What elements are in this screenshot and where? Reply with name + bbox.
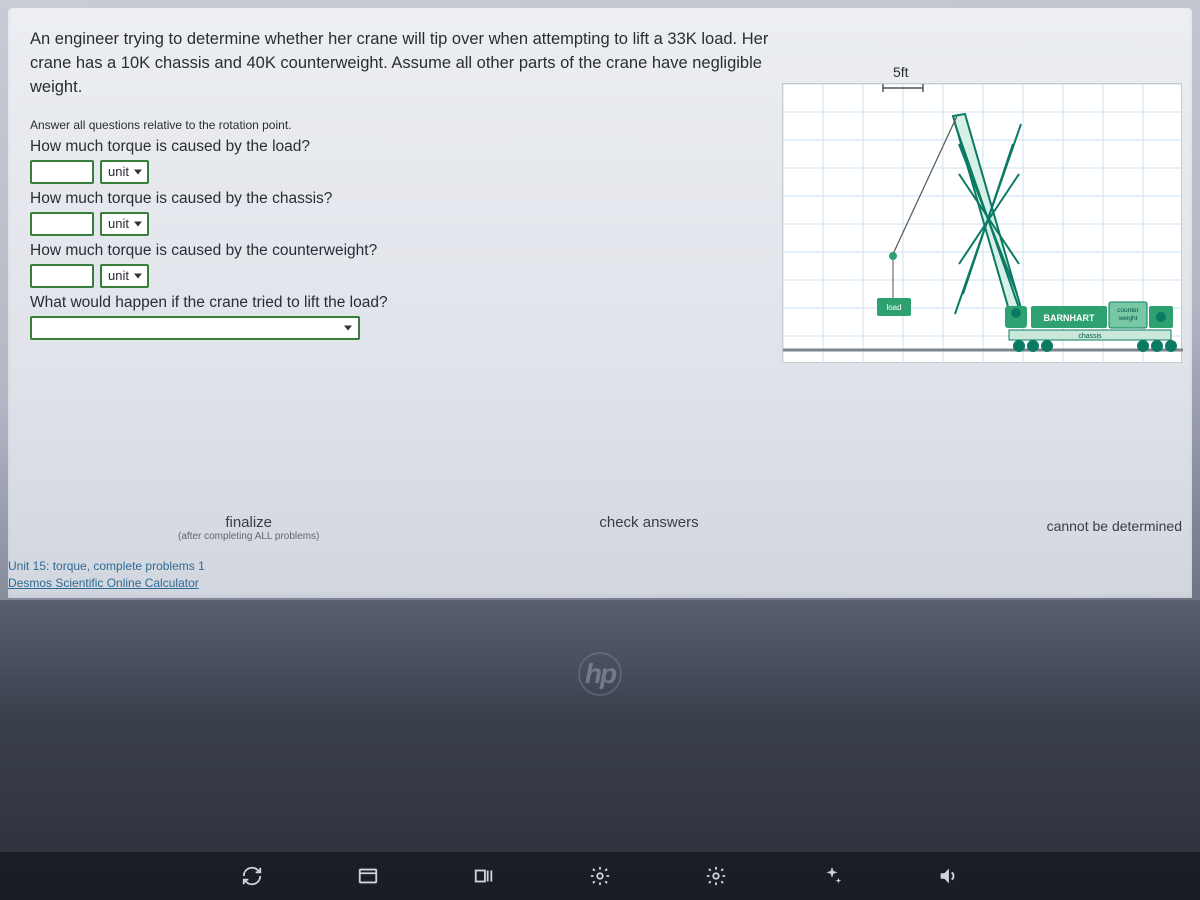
refresh-icon[interactable]	[239, 863, 265, 889]
cw-label-bot: weight	[1118, 315, 1138, 322]
unit-select-2[interactable]: unit	[100, 212, 149, 236]
window-icon[interactable]	[355, 863, 381, 889]
torque-chassis-input[interactable]	[30, 212, 94, 236]
footer-links: Unit 15: torque, complete problems 1 Des…	[8, 558, 205, 592]
unit-label: unit	[108, 268, 129, 283]
footer-line-1[interactable]: Unit 15: torque, complete problems 1	[8, 558, 205, 575]
laptop-chassis: hp	[0, 600, 1200, 900]
load-label: load	[886, 303, 901, 312]
chassis-label: chassis	[1078, 333, 1102, 340]
cannot-be-determined-text: cannot be determined	[1047, 518, 1182, 534]
barnhart-label: BARNHART	[1044, 313, 1095, 323]
unit-label: unit	[108, 164, 129, 179]
cw-label-top: counter	[1117, 307, 1140, 314]
footer-line-2[interactable]: Desmos Scientific Online Calculator	[8, 575, 205, 592]
gear-icon[interactable]	[587, 863, 613, 889]
sparkle-icon[interactable]	[819, 863, 845, 889]
volume-icon[interactable]	[935, 863, 961, 889]
finalize-label: finalize	[178, 514, 319, 531]
finalize-button[interactable]: finalize (after completing ALL problems)	[178, 514, 319, 542]
crane-diagram: 5ft	[782, 83, 1182, 363]
outcome-select[interactable]	[30, 316, 360, 340]
gear-icon-2[interactable]	[703, 863, 729, 889]
check-answers-button[interactable]: check answers	[599, 514, 698, 531]
torque-counterweight-input[interactable]	[30, 264, 94, 288]
quiz-screen: An engineer trying to determine whether …	[8, 8, 1192, 598]
torque-load-input[interactable]	[30, 160, 94, 184]
finalize-sublabel: (after completing ALL problems)	[178, 531, 319, 542]
taskbar	[0, 852, 1200, 900]
media-icon[interactable]	[471, 863, 497, 889]
scale-label: 5ft	[893, 64, 909, 80]
problem-statement: An engineer trying to determine whether …	[30, 28, 790, 100]
crane-svg: load BARNHART counter weight chassis	[783, 84, 1183, 364]
action-bar: finalize (after completing ALL problems)…	[8, 514, 1192, 542]
unit-select-1[interactable]: unit	[100, 160, 149, 184]
unit-select-3[interactable]: unit	[100, 264, 149, 288]
hp-logo: hp	[578, 652, 622, 696]
unit-label: unit	[108, 216, 129, 231]
